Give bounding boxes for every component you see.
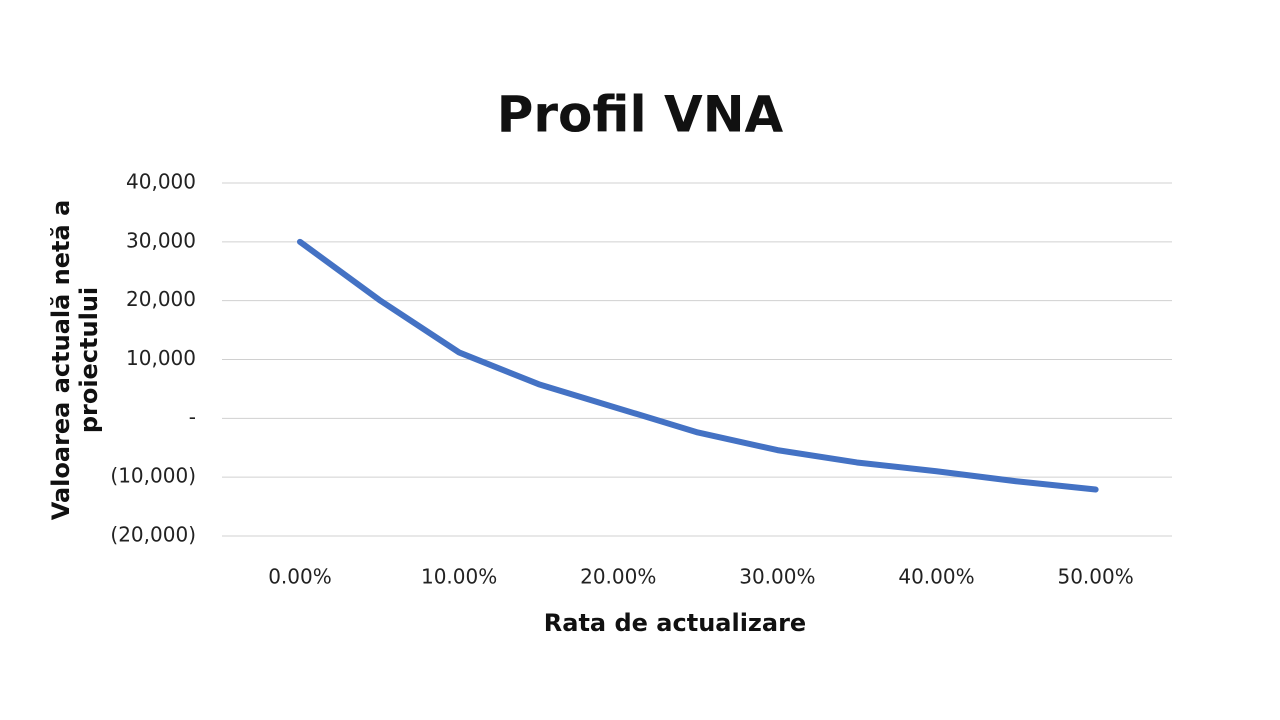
- y-tick-label: 30,000: [126, 228, 196, 252]
- y-tick-label: 20,000: [126, 287, 196, 311]
- x-tick-label: 50.00%: [1057, 565, 1133, 589]
- line: [296, 238, 1099, 493]
- y-tick-label: 10,000: [126, 346, 196, 370]
- x-tick-label: 0.00%: [268, 565, 332, 589]
- x-axis-title: Rata de actualizare: [544, 609, 806, 637]
- x-tick-label: 20.00%: [580, 565, 656, 589]
- y-tick-label: (20,000): [110, 523, 196, 547]
- y-tick-label: 40,000: [126, 170, 196, 194]
- y-axis-title: Valoarea actuală netă a proiectului: [47, 199, 103, 521]
- y-tick-label: (10,000): [110, 464, 196, 488]
- y-tick-label: -: [189, 405, 196, 429]
- x-tick-label: 40.00%: [898, 565, 974, 589]
- chart-title: Profil VNA: [497, 86, 784, 144]
- x-tick-label: 30.00%: [739, 565, 815, 589]
- x-tick-label: 10.00%: [421, 565, 497, 589]
